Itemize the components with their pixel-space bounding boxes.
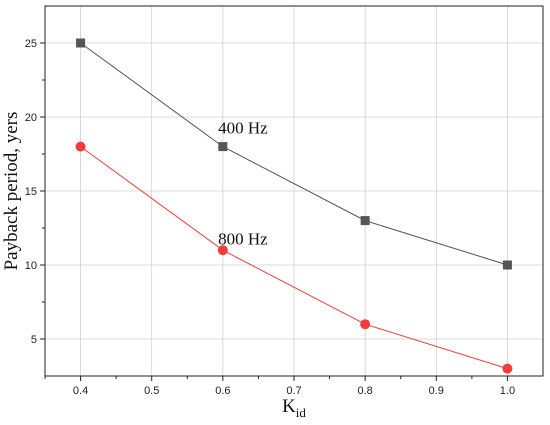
grid-lines <box>45 6 543 376</box>
x-axis-title: Kid <box>282 396 306 420</box>
series-line-400-hz <box>80 42 508 266</box>
series-layer <box>75 38 513 374</box>
data-point-400-hz <box>76 38 86 48</box>
x-axis-title-subscript: id <box>296 405 307 420</box>
data-point-800-hz <box>75 141 86 152</box>
y-tick-label: 5 <box>31 334 37 346</box>
y-axis-title: Payback period, yers <box>1 112 22 271</box>
y-tick-label: 15 <box>25 186 37 198</box>
x-tick-label: 0.6 <box>215 385 230 397</box>
y-tick-label: 10 <box>25 260 37 272</box>
x-tick-label: 0.7 <box>286 385 301 397</box>
series-line-800-hz <box>80 146 508 370</box>
series-labels: 400 Hz 800 Hz <box>218 118 268 248</box>
tick-labels: 0.4 0.5 0.6 0.7 0.8 0.9 1.0 5 10 15 20 25 <box>25 38 515 397</box>
x-tick-label: 1.0 <box>500 385 515 397</box>
data-point-400-hz <box>502 260 512 270</box>
data-point-800-hz <box>217 245 228 256</box>
y-tick-label: 20 <box>25 112 37 124</box>
series-label-800-hz: 800 Hz <box>218 229 268 248</box>
axis-ticks <box>40 42 508 381</box>
x-tick-label: 0.8 <box>357 385 372 397</box>
data-point-400-hz <box>360 216 370 226</box>
x-tick-label: 0.5 <box>144 385 159 397</box>
series-label-400-hz: 400 Hz <box>218 118 268 137</box>
data-point-400-hz <box>218 142 228 152</box>
y-tick-label: 25 <box>25 38 37 50</box>
data-point-800-hz <box>502 363 513 374</box>
x-tick-label: 0.9 <box>429 385 444 397</box>
x-tick-label: 0.4 <box>73 385 88 397</box>
x-axis-title-main: K <box>282 396 296 417</box>
data-point-800-hz <box>360 319 371 330</box>
